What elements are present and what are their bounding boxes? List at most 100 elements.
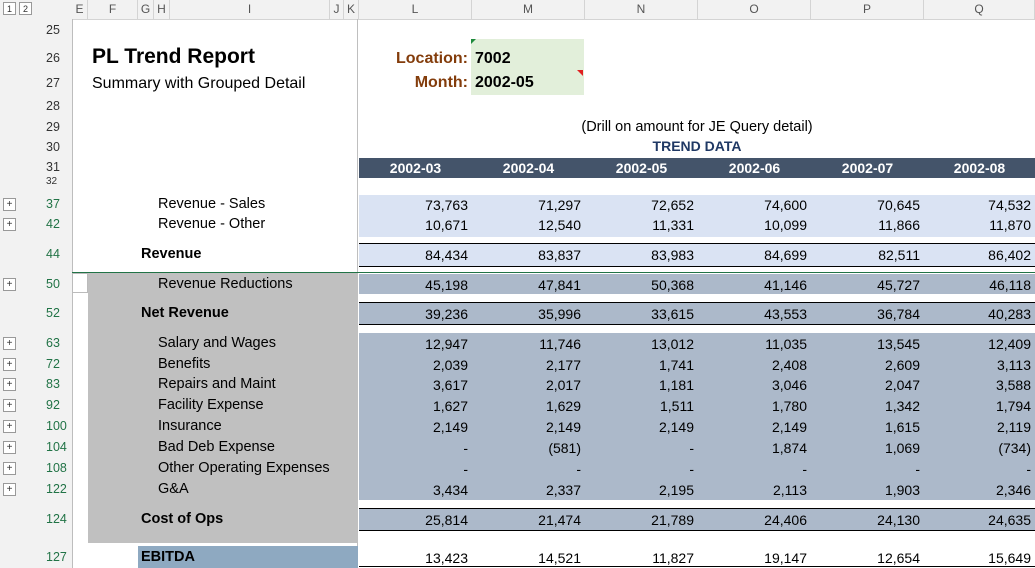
- amount-cell[interactable]: 2,039: [432, 357, 468, 373]
- amount-cell[interactable]: 2,177: [545, 357, 581, 373]
- amount-cell[interactable]: 11,827: [652, 550, 694, 566]
- amount-cell[interactable]: 24,635: [988, 512, 1031, 528]
- amount-cell[interactable]: 1,903: [884, 482, 920, 498]
- row-number[interactable]: 28: [46, 99, 60, 113]
- row-number[interactable]: 52: [46, 306, 60, 320]
- amount-cell[interactable]: 21,474: [538, 512, 581, 528]
- amount-cell[interactable]: 83,837: [538, 247, 581, 263]
- amount-cell[interactable]: 84,699: [764, 247, 807, 263]
- row-number[interactable]: 37: [46, 197, 60, 211]
- amount-cell[interactable]: 2,149: [771, 419, 807, 435]
- amount-cell[interactable]: 2,149: [545, 419, 581, 435]
- amount-cell[interactable]: 10,099: [764, 217, 807, 233]
- amount-cell[interactable]: 2,149: [432, 419, 468, 435]
- expand-group-button[interactable]: +: [3, 358, 16, 371]
- amount-cell[interactable]: 1,627: [432, 398, 468, 414]
- amount-cell[interactable]: 3,617: [432, 377, 468, 393]
- row-number[interactable]: 100: [46, 419, 67, 433]
- amount-cell[interactable]: 11,870: [989, 217, 1031, 233]
- amount-cell[interactable]: 33,615: [651, 306, 694, 322]
- amount-cell[interactable]: 3,588: [995, 377, 1031, 393]
- amount-cell[interactable]: 3,434: [432, 482, 468, 498]
- row-number[interactable]: 44: [46, 247, 60, 261]
- amount-cell[interactable]: 21,789: [651, 512, 694, 528]
- amount-cell[interactable]: 1,069: [884, 440, 920, 456]
- amount-cell[interactable]: 25,814: [425, 512, 468, 528]
- amount-cell[interactable]: -: [689, 440, 694, 456]
- row-number[interactable]: 31: [46, 160, 60, 174]
- expand-group-button[interactable]: +: [3, 337, 16, 350]
- amount-cell[interactable]: 74,532: [988, 197, 1031, 213]
- amount-cell[interactable]: 50,368: [651, 277, 694, 293]
- column-header-o[interactable]: O: [698, 0, 811, 19]
- expand-group-button[interactable]: +: [3, 462, 16, 475]
- amount-cell[interactable]: 11,035: [765, 336, 807, 352]
- amount-cell[interactable]: 1,741: [658, 357, 694, 373]
- amount-cell[interactable]: -: [463, 461, 468, 477]
- amount-cell[interactable]: 13,012: [651, 336, 694, 352]
- amount-cell[interactable]: -: [915, 461, 920, 477]
- amount-cell[interactable]: -: [689, 461, 694, 477]
- amount-cell[interactable]: 11,746: [539, 336, 581, 352]
- row-number[interactable]: 25: [46, 23, 60, 37]
- row-number[interactable]: 122: [46, 482, 67, 496]
- amount-cell[interactable]: 36,784: [877, 306, 920, 322]
- amount-cell[interactable]: 1,511: [660, 398, 694, 414]
- column-header-p[interactable]: P: [811, 0, 924, 19]
- amount-cell[interactable]: 46,118: [989, 277, 1031, 293]
- amount-cell[interactable]: 14,521: [538, 550, 581, 566]
- amount-cell[interactable]: 2,017: [545, 377, 581, 393]
- amount-cell[interactable]: 2,609: [884, 357, 920, 373]
- amount-cell[interactable]: 74,600: [764, 197, 807, 213]
- amount-cell[interactable]: 1,181: [658, 377, 694, 393]
- row-number[interactable]: 50: [46, 277, 60, 291]
- row-number[interactable]: 92: [46, 398, 60, 412]
- expand-group-button[interactable]: +: [3, 441, 16, 454]
- amount-cell[interactable]: 3,046: [771, 377, 807, 393]
- expand-group-button[interactable]: +: [3, 399, 16, 412]
- row-number[interactable]: 32: [46, 176, 58, 187]
- amount-cell[interactable]: 2,047: [884, 377, 920, 393]
- location-value[interactable]: 7002: [475, 50, 511, 67]
- row-number[interactable]: 108: [46, 461, 67, 475]
- amount-cell[interactable]: 2,337: [545, 482, 581, 498]
- row-number[interactable]: 83: [46, 377, 60, 391]
- amount-cell[interactable]: -: [463, 440, 468, 456]
- amount-cell[interactable]: 82,511: [878, 247, 920, 263]
- amount-cell[interactable]: 2,149: [658, 419, 694, 435]
- expand-group-button[interactable]: +: [3, 218, 16, 231]
- amount-cell[interactable]: 2,119: [997, 419, 1031, 435]
- amount-cell[interactable]: 40,283: [988, 306, 1031, 322]
- column-header-h[interactable]: H: [154, 0, 170, 19]
- row-number[interactable]: 29: [46, 120, 60, 134]
- amount-cell[interactable]: 15,649: [988, 550, 1031, 566]
- row-number[interactable]: 42: [46, 217, 60, 231]
- amount-cell[interactable]: (734): [998, 440, 1031, 456]
- amount-cell[interactable]: 71,297: [538, 197, 581, 213]
- amount-cell[interactable]: 45,198: [425, 277, 468, 293]
- amount-cell[interactable]: 11,866: [878, 217, 920, 233]
- amount-cell[interactable]: 70,645: [877, 197, 920, 213]
- amount-cell[interactable]: 43,553: [764, 306, 807, 322]
- amount-cell[interactable]: 10,671: [425, 217, 468, 233]
- amount-cell[interactable]: 1,615: [884, 419, 920, 435]
- column-header-q[interactable]: Q: [924, 0, 1035, 19]
- row-number[interactable]: 27: [46, 76, 60, 90]
- month-value[interactable]: 2002-05: [475, 74, 534, 91]
- amount-cell[interactable]: 83,983: [651, 247, 694, 263]
- outline-level-1-button[interactable]: 1: [3, 2, 16, 15]
- amount-cell[interactable]: 3,113: [997, 357, 1031, 373]
- amount-cell[interactable]: 2,408: [771, 357, 807, 373]
- column-header-k[interactable]: K: [344, 0, 359, 19]
- amount-cell[interactable]: 12,540: [538, 217, 581, 233]
- amount-cell[interactable]: 1,342: [884, 398, 920, 414]
- amount-cell[interactable]: 24,130: [877, 512, 920, 528]
- row-number[interactable]: 26: [46, 51, 60, 65]
- row-number[interactable]: 104: [46, 440, 67, 454]
- row-number[interactable]: 63: [46, 336, 60, 350]
- amount-cell[interactable]: 45,727: [877, 277, 920, 293]
- amount-cell[interactable]: 35,996: [538, 306, 581, 322]
- expand-group-button[interactable]: +: [3, 420, 16, 433]
- column-header-n[interactable]: N: [585, 0, 698, 19]
- amount-cell[interactable]: 72,652: [651, 197, 694, 213]
